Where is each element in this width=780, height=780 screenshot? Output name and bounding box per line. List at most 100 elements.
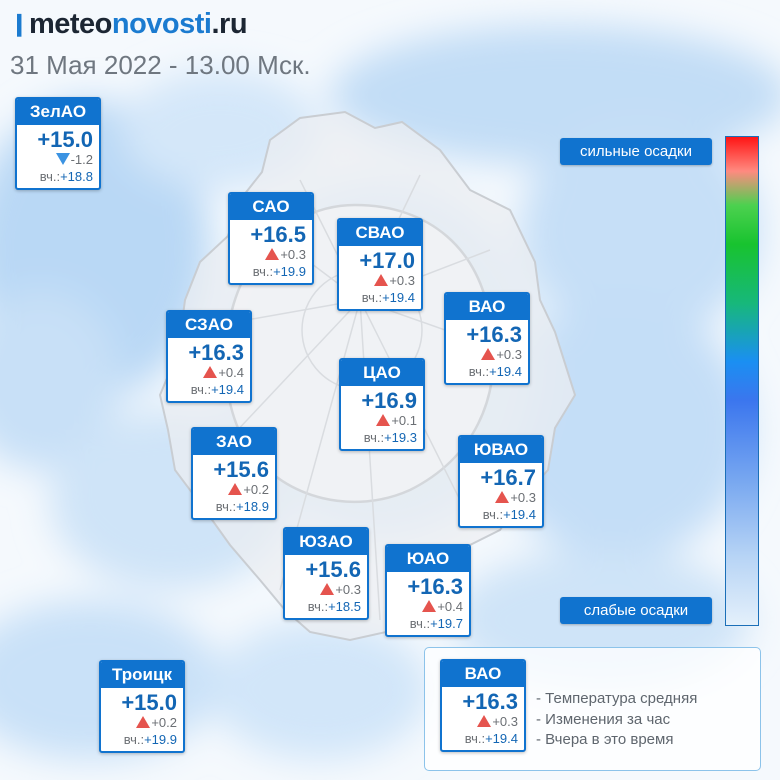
arrow-up-icon (477, 715, 492, 727)
district-name: ЗелАО (17, 99, 99, 125)
district-temperature: +15.0 (37, 127, 93, 152)
district-name: СЗАО (168, 312, 250, 338)
arrow-up-icon (203, 366, 218, 378)
yesterday-value: +18.9 (236, 499, 269, 514)
yesterday-label: вч.: (361, 290, 383, 305)
yesterday-value: +18.5 (328, 599, 361, 614)
district-hourly-change: +0.3 (285, 582, 367, 598)
yesterday-label: вч.: (482, 507, 504, 522)
district-card-cao: ЦАО +16.9 +0.1 вч.:+19.3 (339, 358, 425, 451)
district-hourly-change: +0.4 (168, 365, 250, 381)
yesterday-value: +19.4 (382, 290, 415, 305)
district-temperature: +17.0 (359, 248, 415, 273)
district-temperature: +16.3 (466, 322, 522, 347)
arrow-up-icon (374, 274, 389, 286)
district-card-sao: САО +16.5 +0.3 вч.:+19.9 (228, 192, 314, 285)
arrow-up-icon (136, 716, 151, 728)
district-temperature: +16.9 (361, 388, 417, 413)
district-hourly-change: -1.2 (17, 152, 99, 168)
district-hourly-change: +0.3 (230, 247, 312, 263)
district-temperature: +15.6 (213, 457, 269, 482)
yesterday-value: +19.7 (430, 616, 463, 631)
change-value: -1.2 (70, 152, 93, 167)
site-logo[interactable]: ❙meteonovosti.ru (10, 8, 248, 41)
district-card-zelao: ЗелАО +15.0 -1.2 вч.:+18.8 (15, 97, 101, 190)
arrow-up-icon (265, 248, 280, 260)
district-name: Троицк (101, 662, 183, 688)
change-value: +0.3 (492, 714, 518, 729)
district-yesterday: вч.:+19.9 (101, 731, 183, 751)
district-hourly-change: +0.4 (387, 599, 469, 615)
yesterday-value: +19.4 (485, 731, 518, 746)
arrow-up-icon (228, 483, 243, 495)
legend-line-yesterday: - Вчера в это время (536, 731, 674, 748)
change-value: +0.4 (437, 599, 463, 614)
change-value: +0.2 (243, 482, 269, 497)
district-hourly-change: +0.3 (460, 490, 542, 506)
legend-sample-card: ВАО +16.3 +0.3 вч.:+19.4 (440, 659, 526, 752)
yesterday-label: вч.: (409, 616, 431, 631)
district-hourly-change: +0.3 (446, 347, 528, 363)
district-card-svao: СВАО +17.0 +0.3 вч.:+19.4 (337, 218, 423, 311)
district-name: ЮВАО (460, 437, 542, 463)
district-yesterday: вч.:+18.9 (193, 498, 275, 518)
district-card-zao: ЗАО +15.6 +0.2 вч.:+18.9 (191, 427, 277, 520)
district-card-troitsk: Троицк +15.0 +0.2 вч.:+19.9 (99, 660, 185, 753)
district-temperature: +16.5 (250, 222, 306, 247)
arrow-up-icon (320, 583, 335, 595)
yesterday-value: +19.9 (144, 732, 177, 747)
district-yesterday: вч.:+19.4 (442, 730, 524, 750)
district-hourly-change: +0.2 (193, 482, 275, 498)
yesterday-label: вч.: (39, 169, 61, 184)
district-yesterday: вч.:+19.4 (446, 363, 528, 383)
change-value: +0.4 (218, 365, 244, 380)
district-yesterday: вч.:+18.8 (17, 168, 99, 188)
change-value: +0.3 (510, 490, 536, 505)
district-yesterday: вч.:+19.9 (230, 263, 312, 283)
yesterday-value: +19.4 (503, 507, 536, 522)
district-temperature: +15.6 (305, 557, 361, 582)
logo-mark-icon: ❙ (10, 11, 28, 36)
district-card-yuvao: ЮВАО +16.7 +0.3 вч.:+19.4 (458, 435, 544, 528)
district-temperature: +16.7 (480, 465, 536, 490)
district-temperature: +16.3 (188, 340, 244, 365)
district-yesterday: вч.:+18.5 (285, 598, 367, 618)
yesterday-label: вч.: (123, 732, 145, 747)
scale-label-light: слабые осадки (560, 597, 712, 624)
change-value: +0.3 (280, 247, 306, 262)
yesterday-value: +19.4 (489, 364, 522, 379)
yesterday-value: +19.4 (211, 382, 244, 397)
arrow-up-icon (422, 600, 437, 612)
district-hourly-change: +0.2 (101, 715, 183, 731)
arrow-up-icon (376, 414, 391, 426)
yesterday-label: вч.: (464, 731, 486, 746)
change-value: +0.3 (496, 347, 522, 362)
district-yesterday: вч.:+19.4 (168, 381, 250, 401)
yesterday-label: вч.: (252, 264, 274, 279)
district-card-vao: ВАО +16.3 +0.3 вч.:+19.4 (444, 292, 530, 385)
district-temperature: +16.3 (462, 689, 518, 714)
legend-explanations: - Температура средняя - Изменения за час… (536, 689, 697, 751)
district-yesterday: вч.:+19.3 (341, 429, 423, 449)
legend-line-hourly-change: - Изменения за час (536, 710, 671, 728)
district-yesterday: вч.:+19.4 (460, 506, 542, 526)
yesterday-label: вч.: (215, 499, 237, 514)
logo-text-prefix: meteo (28, 8, 112, 40)
arrow-up-icon (495, 491, 510, 503)
legend-line-temperature: - Температура средняя (536, 690, 698, 707)
yesterday-value: +18.8 (60, 169, 93, 184)
district-name: СВАО (339, 220, 421, 246)
district-hourly-change: +0.1 (341, 413, 423, 429)
district-name: ЮАО (387, 546, 469, 572)
district-hourly-change: +0.3 (339, 273, 421, 289)
yesterday-value: +19.9 (273, 264, 306, 279)
logo-text-suffix: .ru (211, 8, 248, 40)
yesterday-label: вч.: (363, 430, 385, 445)
yesterday-label: вч.: (307, 599, 329, 614)
district-card-szao: СЗАО +16.3 +0.4 вч.:+19.4 (166, 310, 252, 403)
district-hourly-change: +0.3 (442, 714, 524, 730)
arrow-down-icon (55, 153, 70, 165)
yesterday-value: +19.3 (384, 430, 417, 445)
district-name: ЮЗАО (285, 529, 367, 555)
forecast-date: 31 Мая 2022 - 13.00 Мск. (10, 50, 311, 80)
